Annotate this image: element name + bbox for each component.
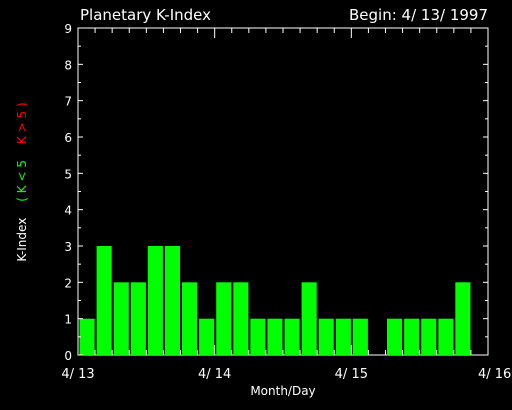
- y-tick-label-2: 2: [64, 276, 72, 290]
- y-tick-label-8: 8: [64, 58, 72, 72]
- y-axis-title-line: K-Index ( K < 5 K > 5 ): [15, 102, 29, 261]
- bar-16: [352, 318, 368, 355]
- bar-13: [301, 282, 317, 355]
- bar-10: [250, 318, 266, 355]
- y-axis: 0 1 2 3 4 5 6 7 8 9: [64, 22, 488, 363]
- bars-group: [79, 246, 471, 355]
- bar-19: [404, 318, 420, 355]
- x-axis-label: Month/Day: [250, 384, 315, 398]
- bar-6: [182, 282, 198, 355]
- y-tick-label-3: 3: [64, 240, 72, 254]
- bar-2: [113, 282, 129, 355]
- y-tick-label-9: 9: [64, 22, 72, 36]
- x-axis: 4/ 13 4/ 14 4/ 15 4/ 16: [61, 28, 511, 382]
- bar-14: [318, 318, 334, 355]
- bar-8: [216, 282, 232, 355]
- y-tick-label-5: 5: [64, 167, 72, 181]
- bar-12: [284, 318, 300, 355]
- legend-low-label: ( K < 5: [15, 160, 29, 202]
- chart-begin-date: Begin: 4/ 13/ 1997: [349, 6, 488, 24]
- y-tick-label-4: 4: [64, 204, 72, 218]
- bar-11: [267, 318, 283, 355]
- bar-3: [130, 282, 146, 355]
- bar-20: [421, 318, 437, 355]
- legend-high-label: K > 5 ): [15, 102, 29, 144]
- bar-7: [199, 318, 215, 355]
- y-tick-label-6: 6: [64, 131, 72, 145]
- bar-21: [438, 318, 454, 355]
- y-tick-label-0: 0: [64, 349, 72, 363]
- bar-0: [79, 318, 95, 355]
- bar-18: [387, 318, 403, 355]
- x-tick-label-0: 4/ 13: [61, 367, 94, 382]
- bar-4: [147, 246, 163, 355]
- bar-15: [335, 318, 351, 355]
- bar-1: [96, 246, 112, 355]
- bar-22: [455, 282, 471, 355]
- bar-9: [233, 282, 249, 355]
- bar-5: [164, 246, 180, 355]
- chart-title: Planetary K-Index: [80, 6, 211, 24]
- x-tick-label-2: 4/ 15: [335, 367, 368, 382]
- y-axis-label: K-Index: [15, 218, 29, 262]
- x-tick-label-1: 4/ 14: [198, 367, 231, 382]
- y-tick-label-1: 1: [64, 313, 72, 327]
- y-tick-label-7: 7: [64, 95, 72, 109]
- x-tick-label-3: 4/ 16: [478, 367, 511, 382]
- y-axis-label-group: K-Index ( K < 5 K > 5 ): [15, 102, 29, 261]
